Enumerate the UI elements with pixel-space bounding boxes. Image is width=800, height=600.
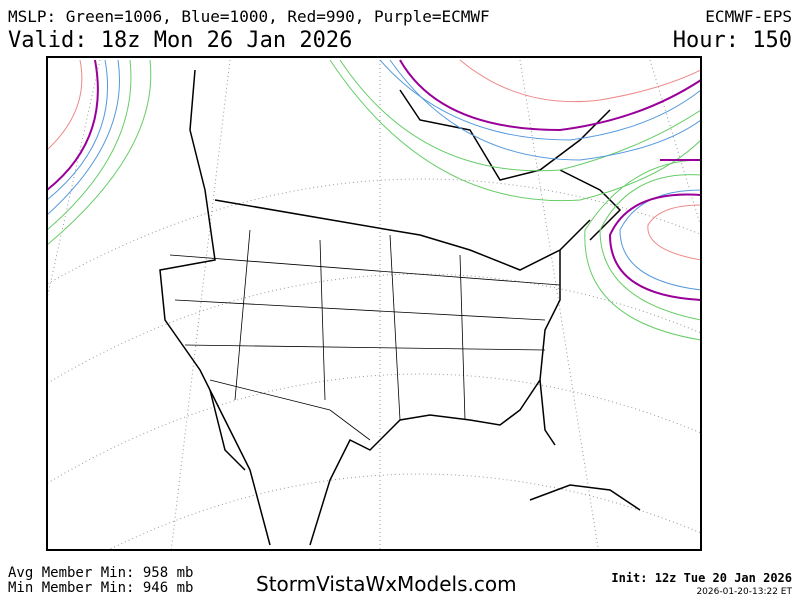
coastline <box>159 69 641 546</box>
avg-member-min: Avg Member Min: 958 mb <box>8 565 194 581</box>
valid-time: Valid: 18z Mon 26 Jan 2026 <box>8 28 353 53</box>
map-body <box>47 57 701 550</box>
borders <box>169 229 561 441</box>
map-frame <box>46 56 702 551</box>
graticule <box>47 59 701 550</box>
site-name: StormVistaWxModels.com <box>256 572 517 596</box>
isobars <box>47 59 701 341</box>
forecast-hour: Hour: 150 <box>672 28 792 53</box>
timestamp: 2026-01-20-13:22 ET <box>696 587 792 597</box>
min-member-min: Min Member Min: 946 mb <box>8 580 194 596</box>
init-time: Init: 12z Tue 20 Jan 2026 <box>611 571 792 585</box>
model-name: ECMWF-EPS <box>705 7 792 26</box>
legend-text: MSLP: Green=1006, Blue=1000, Red=990, Pu… <box>8 7 490 26</box>
